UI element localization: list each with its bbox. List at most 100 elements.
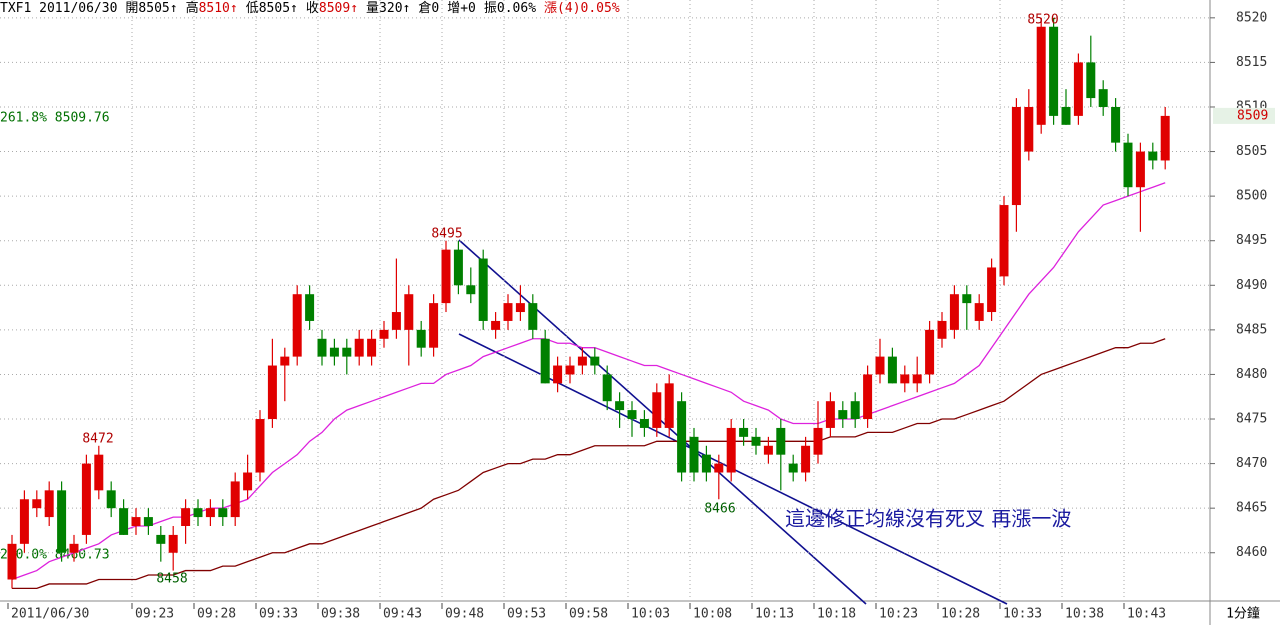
ma-line xyxy=(11,182,1166,581)
candle-body xyxy=(677,401,687,473)
candle-body xyxy=(453,249,463,286)
price-annotation: 8495 xyxy=(431,227,462,242)
candle-body xyxy=(739,427,749,437)
candle-body xyxy=(1024,106,1034,152)
y-tick-label: 8500 xyxy=(1236,189,1267,204)
candle-body xyxy=(429,303,439,348)
candle-body xyxy=(937,320,947,339)
header-value: 8505↑ xyxy=(259,1,298,16)
y-tick-label: 8485 xyxy=(1236,322,1267,337)
candle-body xyxy=(912,374,922,384)
candle-body xyxy=(528,303,538,330)
x-tick-label: 2011/06/30 xyxy=(11,607,89,622)
candle-body xyxy=(590,356,600,366)
x-tick-label: 09:53 xyxy=(507,607,546,622)
header-label: 開 xyxy=(125,1,138,16)
price-annotation: 8520 xyxy=(1027,13,1058,28)
candle-body xyxy=(1160,115,1170,161)
candle-body xyxy=(987,267,997,313)
candle-body xyxy=(788,463,798,473)
candle-body xyxy=(230,481,240,518)
fib-label: 200.0% 8460.73 xyxy=(0,548,110,563)
header-value: 8510↑ xyxy=(199,1,238,16)
candle-body xyxy=(205,508,215,518)
candle-body xyxy=(243,472,253,491)
x-tick-label: 10:28 xyxy=(941,607,980,622)
header-value: 0.06% xyxy=(497,1,536,16)
candle-body xyxy=(925,329,935,375)
candle-body xyxy=(379,329,389,339)
candle-body xyxy=(1098,89,1108,107)
candle-body xyxy=(94,454,104,491)
header-label: 振 xyxy=(484,1,497,16)
header-value: 8509↑ xyxy=(319,1,358,16)
candle-body xyxy=(81,463,91,535)
candle-body xyxy=(763,445,773,455)
candle-body xyxy=(441,249,451,304)
candle-body xyxy=(57,490,67,553)
candle-body xyxy=(1111,106,1121,143)
candle-body xyxy=(515,303,525,313)
price-annotation: 8458 xyxy=(156,572,187,587)
candle-body xyxy=(602,374,612,402)
candle-body xyxy=(367,338,377,357)
candle-body xyxy=(664,383,674,428)
candle-body xyxy=(776,427,786,455)
candle-body xyxy=(900,374,910,384)
candle-body xyxy=(962,294,972,304)
candle-body xyxy=(974,303,984,321)
header: TXF1 2011/06/30 開8505↑ 高8510↑ 低8505↑ 收8509↑ 量… xyxy=(0,0,620,16)
last-price-box xyxy=(1213,107,1275,124)
candle-body xyxy=(639,419,649,428)
header-value: (4)0.05% xyxy=(557,1,620,16)
candle-body xyxy=(143,517,153,527)
candle-body xyxy=(813,427,823,455)
candle-body xyxy=(7,543,17,580)
candle-body xyxy=(181,508,191,527)
x-tick-label: 10:23 xyxy=(879,607,918,622)
candle-body xyxy=(553,365,563,384)
candle-body xyxy=(305,294,315,321)
candle-body xyxy=(106,490,116,509)
candle-body xyxy=(478,258,488,321)
channel-line xyxy=(458,239,867,605)
candle-body xyxy=(292,294,302,357)
ma-line xyxy=(12,338,1166,590)
x-tick-label: 09:38 xyxy=(321,607,360,622)
candle-body xyxy=(44,490,54,518)
candle-body xyxy=(1086,62,1096,99)
candle-body xyxy=(1073,62,1083,116)
candle-body xyxy=(354,338,364,357)
candle-body xyxy=(193,508,203,518)
candle-body xyxy=(1036,26,1046,125)
candle-body xyxy=(267,365,277,420)
candle-body xyxy=(1011,106,1021,206)
candle-body xyxy=(999,205,1009,277)
candle-body xyxy=(317,338,327,357)
price-annotation: 8466 xyxy=(704,502,735,517)
x-tick-label: 10:08 xyxy=(693,607,732,622)
candle-body xyxy=(32,499,42,509)
price-annotation: 8472 xyxy=(82,432,113,447)
candle-body xyxy=(491,320,501,330)
candle-body xyxy=(1148,151,1158,161)
candle-body xyxy=(156,534,166,544)
candle-body xyxy=(503,303,513,321)
period-label: 1分鐘 xyxy=(1226,606,1260,622)
candle-body xyxy=(280,356,290,366)
candle-body xyxy=(838,410,848,420)
y-tick-label: 8505 xyxy=(1236,144,1267,159)
candle-body xyxy=(19,499,29,544)
candle-body xyxy=(887,356,897,384)
candle-body xyxy=(565,365,575,375)
y-tick-label: 8490 xyxy=(1236,278,1267,293)
y-tick-label: 8520 xyxy=(1236,10,1267,25)
x-tick-label: 09:48 xyxy=(445,607,484,622)
candle-body xyxy=(701,454,711,473)
candle-body xyxy=(751,436,761,446)
candle-body xyxy=(329,347,339,357)
candle-body xyxy=(391,312,401,330)
